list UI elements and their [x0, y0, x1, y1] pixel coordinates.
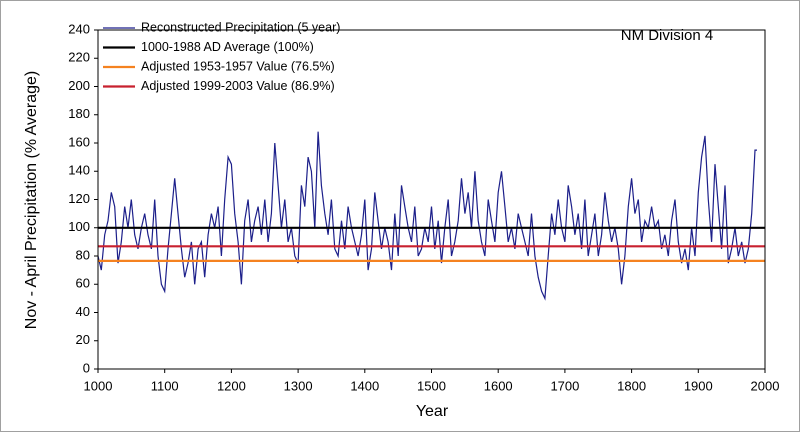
y-tick-label: 120 — [68, 191, 90, 206]
x-tick-label: 1000 — [84, 378, 113, 393]
x-tick-label: 1100 — [151, 378, 179, 393]
x-tick-label: 2000 — [751, 378, 780, 393]
x-tick-label: 1400 — [350, 378, 379, 393]
chart-title: NM Division 4 — [621, 27, 714, 44]
y-tick-label: 160 — [68, 134, 90, 149]
y-tick-label: 80 — [76, 247, 90, 262]
plot-area — [97, 29, 766, 370]
y-axis-title: Nov - April Precipitation (% Average) — [23, 71, 40, 329]
x-tick-label: 1900 — [684, 378, 713, 393]
y-tick-label: 240 — [68, 21, 90, 36]
y-tick-label: 220 — [68, 50, 90, 65]
x-tick-label: 1700 — [550, 378, 579, 393]
legend-label: 1000-1988 AD Average (100%) — [141, 40, 314, 54]
legend-label: Adjusted 1999-2003 Value (86.9%) — [141, 79, 335, 93]
legend: Reconstructed Precipitation (5 year) 1000… — [103, 20, 340, 93]
x-tick-label: 1600 — [484, 378, 513, 393]
x-tick-label: 1300 — [284, 378, 313, 393]
y-tick-label: 200 — [68, 78, 90, 93]
y-tick-label: 140 — [68, 163, 90, 178]
y-tick-label: 180 — [68, 106, 90, 121]
x-axis-title: Year — [416, 403, 449, 420]
x-tick-label: 1800 — [617, 378, 646, 393]
y-tick-label: 40 — [76, 304, 90, 319]
legend-label: Adjusted 1953-1957 Value (76.5%) — [141, 59, 335, 73]
legend-label: Reconstructed Precipitation (5 year) — [141, 20, 340, 34]
x-tick-label: 1500 — [417, 378, 446, 393]
y-tick-label: 0 — [83, 360, 90, 375]
y-tick-label: 60 — [76, 276, 90, 291]
x-tick-label: 1200 — [217, 378, 246, 393]
y-tick-label: 20 — [76, 332, 90, 347]
y-tick-label: 100 — [68, 219, 90, 234]
